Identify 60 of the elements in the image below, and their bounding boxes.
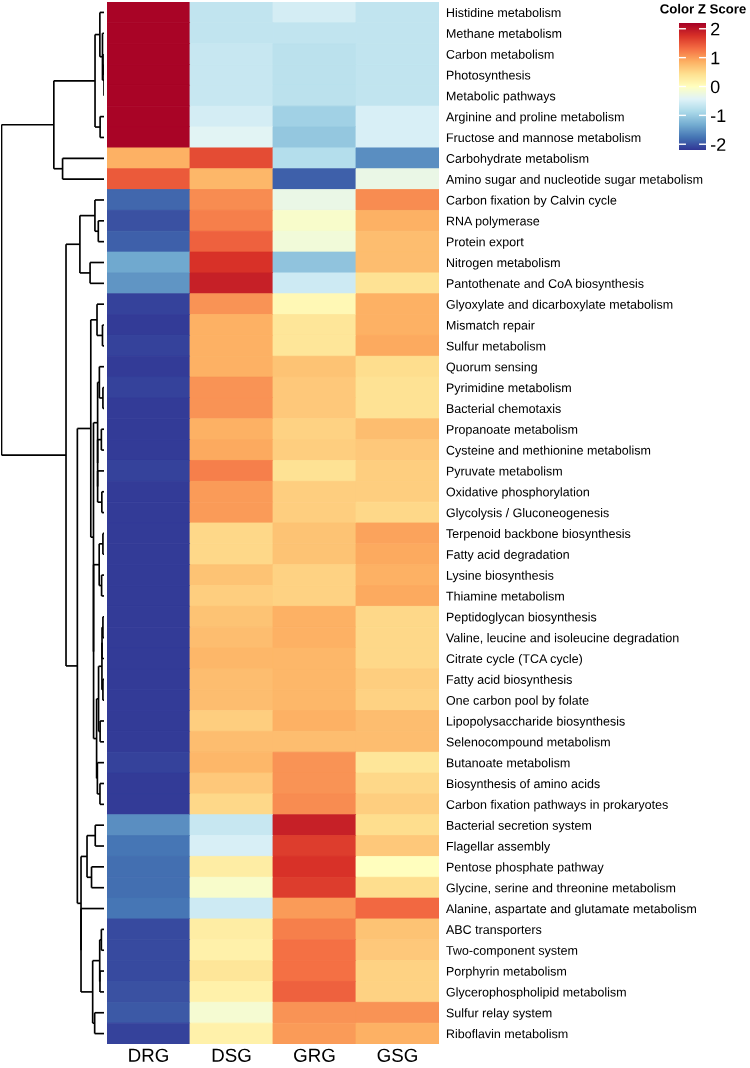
y-tick-label: Porphyrin metabolism — [446, 966, 566, 979]
y-tick-label: Biosynthesis of amino acids — [446, 778, 600, 791]
x-tick-label: DSG — [212, 1048, 251, 1062]
y-tick-label: Lysine biosynthesis — [446, 570, 554, 583]
y-tick-label: Protein export — [446, 237, 524, 249]
y-tick-label: Glycine, serine and threonine metabolism — [446, 883, 676, 895]
y-tick-label: One carbon pool by folate — [446, 695, 589, 708]
y-tick-label: Thiamine metabolism — [446, 591, 564, 601]
y-tick-label: Bacterial chemotaxis — [446, 403, 561, 414]
y-tick-label: Fatty acid degradation — [446, 549, 569, 562]
y-tick-label: ABC transporters — [445, 925, 542, 937]
y-tick-label: RNA polymerase — [446, 216, 540, 228]
y-tick-label: Carbon metabolism — [446, 49, 554, 59]
color-bar-title: Color Z Score — [660, 3, 746, 14]
color-bar-label: 0 — [710, 80, 720, 94]
y-tick-label: Fructose and mannose metabolism — [446, 132, 641, 143]
y-tick-label: Glyoxylate and dicarboxylate metabolism — [446, 299, 673, 312]
color-bar-label: -2 — [710, 138, 726, 151]
y-tick-label: Valine, leucine and isoleucine degradation — [446, 633, 679, 645]
y-tick-label: Carbohydrate metabolism — [446, 153, 589, 166]
y-tick-label: Photosynthesis — [446, 70, 531, 83]
y-tick-label: Histidine metabolism — [446, 7, 561, 18]
y-tick-label: Methane metabolism — [446, 28, 562, 38]
y-tick-label: Sulfur metabolism — [446, 341, 546, 351]
y-tick-label: Cysteine and methionine metabolism — [446, 445, 651, 458]
y-tick-label: Peptidoglycan biosynthesis — [446, 612, 597, 624]
y-tick-label: Carbon fixation pathways in prokaryotes — [446, 799, 668, 812]
y-tick-label: Carbon fixation by Calvin cycle — [446, 195, 617, 208]
y-tick-label: Flagellar assembly — [446, 841, 551, 854]
color-bar-label: 2 — [711, 22, 720, 36]
y-tick-label: Riboflavin metabolism — [446, 1029, 568, 1039]
y-tick-label: Glycolysis / Gluconeogenesis — [446, 508, 609, 520]
y-tick-label: Arginine and proline metabolism — [445, 112, 624, 124]
color-bar-label: -1 — [710, 109, 726, 122]
y-tick-label: Quorum sensing — [446, 362, 537, 374]
y-tick-label: Alanine, aspartate and glutamate metabolism — [445, 904, 696, 916]
y-tick-label: Pentose phosphate pathway — [446, 862, 604, 874]
y-tick-label: Bacterial secretion system — [446, 820, 592, 833]
y-tick-label: Amino sugar and nucleotide sugar metabolism — [445, 174, 703, 187]
y-tick-label: Citrate cycle (TCA cycle) — [446, 653, 582, 666]
y-tick-label: Pantothenate and CoA biosynthesis — [446, 278, 644, 291]
y-tick-label: Two-component system — [446, 946, 578, 958]
x-tick-label: GRG — [294, 1048, 335, 1062]
y-tick-label: Metabolic pathways — [446, 91, 556, 103]
y-tick-label: Nitrogen metabolism — [446, 257, 560, 270]
color-bar-label: 1 — [711, 51, 720, 65]
y-tick-label: Pyruvate metabolism — [446, 466, 562, 479]
y-tick-label: Selenocompound metabolism — [446, 737, 610, 749]
y-tick-label: Terpenoid backbone biosynthesis — [446, 528, 631, 541]
y-tick-label: Butanoate metabolism — [446, 758, 570, 768]
y-tick-label: Propanoate metabolism — [446, 424, 578, 437]
x-tick-label: GSG — [377, 1048, 417, 1062]
y-tick-label: Oxidative phosphorylation — [446, 487, 589, 499]
y-tick-label: Mismatch repair — [446, 320, 535, 333]
y-tick-label: Sulfur relay system — [446, 1008, 552, 1020]
y-tick-label: Glycerophospholipid metabolism — [446, 987, 626, 1000]
x-tick-label: DRG — [129, 1048, 168, 1062]
y-tick-label: Pyrimidine metabolism — [446, 383, 571, 395]
y-tick-label: Lipopolysaccharide biosynthesis — [446, 716, 625, 729]
y-tick-label: Fatty acid biosynthesis — [446, 674, 572, 687]
